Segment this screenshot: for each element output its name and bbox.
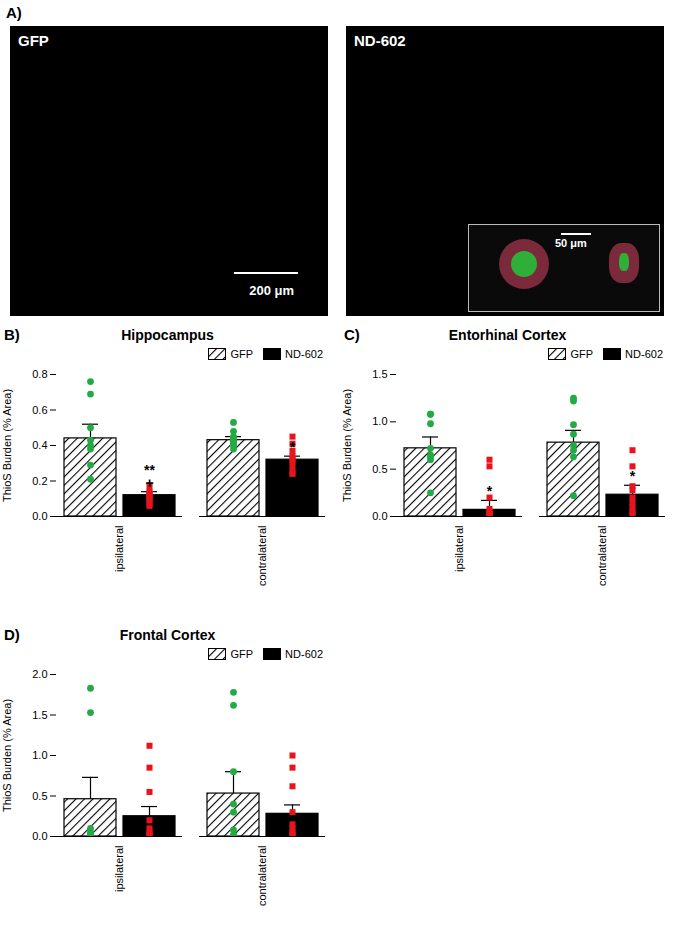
svg-text:0.4: 0.4 [32,439,47,451]
html-text:B): B) [4,326,20,343]
svg-text:2.0: 2.0 [32,668,47,680]
svg-text:0.2: 0.2 [32,475,47,487]
html-text:ND-602: ND-602 [285,648,323,660]
html-text:GFP: GFP [570,348,594,360]
svg-text:*: * [630,468,636,484]
html-text:Hippocampus: Hippocampus [121,327,214,343]
html-text:GFP: GFP [230,348,254,360]
html-text:50 μm: 50 μm [555,237,587,249]
svg-text:1.5: 1.5 [372,368,387,380]
svg-text:**+: **+ [144,462,155,491]
html-text:GFP: GFP [230,648,254,660]
html-text:A): A) [6,4,22,21]
html-text:GFP: GFP [18,32,49,49]
html-text:200 μm: 200 μm [249,283,294,298]
svg-text:ThioS Burden (% Area): ThioS Burden (% Area) [1,389,13,502]
svg-text:contralateral: contralateral [596,526,608,587]
svg-text:ipsilateral: ipsilateral [113,526,125,572]
svg-text:1.5: 1.5 [32,709,47,721]
svg-text:0.0: 0.0 [32,830,47,842]
svg-text:ThioS Burden (% Area): ThioS Burden (% Area) [341,389,353,502]
svg-text:0.5: 0.5 [372,463,387,475]
svg-text:0.6: 0.6 [32,404,47,416]
svg-text:*: * [290,439,296,455]
html-text:ND-602: ND-602 [625,348,663,360]
svg-text:ipsilateral: ipsilateral [453,526,465,572]
svg-text:1.0: 1.0 [32,749,47,761]
svg-text:contralateral: contralateral [256,846,268,907]
svg-text:0.0: 0.0 [372,510,387,522]
html-text:ND-602: ND-602 [354,32,406,49]
svg-text:0.5: 0.5 [32,790,47,802]
html-text:ND-602: ND-602 [285,348,323,360]
svg-text:ThioS Burden (% Area): ThioS Burden (% Area) [1,699,13,812]
svg-text:0.0: 0.0 [32,510,47,522]
svg-text:*: * [487,483,493,499]
svg-text:0.8: 0.8 [32,368,47,380]
svg-text:contralateral: contralateral [256,526,268,587]
html-text:C): C) [344,326,360,343]
html-text:Entorhinal Cortex: Entorhinal Cortex [448,327,567,343]
html-text:Frontal Cortex: Frontal Cortex [119,627,216,643]
html-text:D): D) [4,626,20,643]
svg-text:ipsilateral: ipsilateral [113,846,125,892]
svg-text:1.0: 1.0 [372,415,387,427]
